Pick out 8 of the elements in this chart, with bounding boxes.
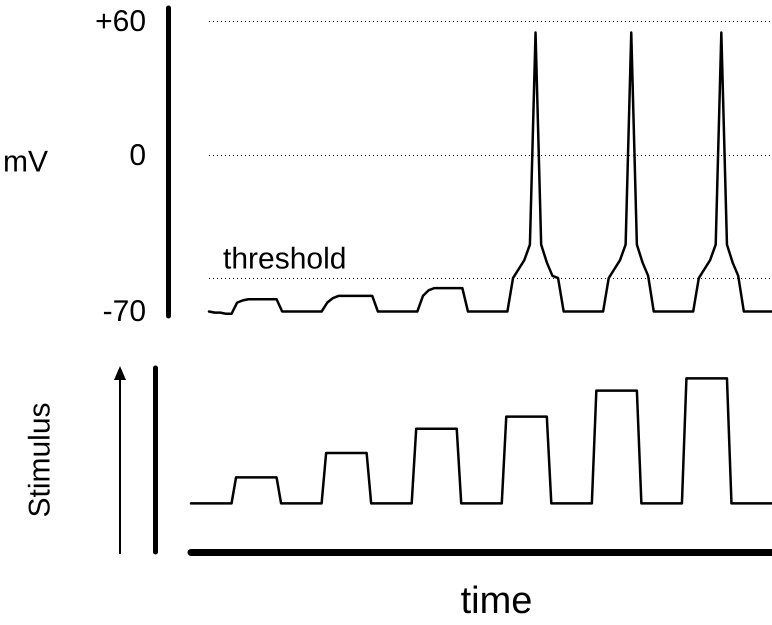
y-tick-label: +60 <box>95 4 146 38</box>
ref-line-label: threshold <box>223 242 346 276</box>
line-series <box>208 31 772 316</box>
y-axis-title: mV <box>3 146 48 178</box>
y-tick-label: -70 <box>102 295 146 328</box>
y-axis-title: Stimulus <box>24 402 56 518</box>
y-tick-label: 0 <box>129 138 146 172</box>
x-axis-title: time <box>460 580 532 622</box>
